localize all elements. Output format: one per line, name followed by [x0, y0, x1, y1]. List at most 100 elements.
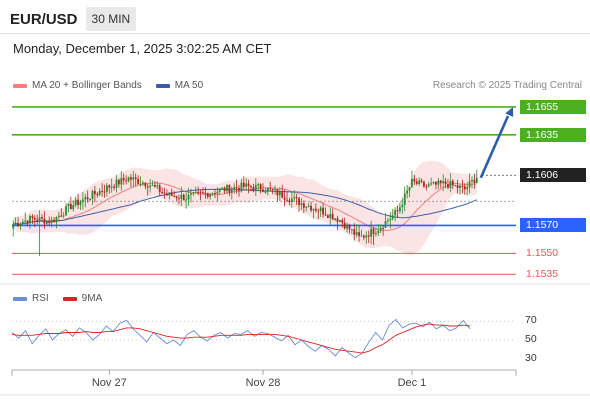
candle-body — [348, 224, 351, 230]
candle — [343, 217, 346, 230]
candle-body — [36, 219, 39, 221]
candle — [468, 173, 471, 194]
candle — [461, 179, 464, 194]
candle — [247, 179, 250, 194]
candle-body — [324, 214, 327, 216]
timeframe-badge[interactable]: 30 MIN — [85, 7, 137, 31]
candle — [197, 186, 200, 196]
candle — [411, 170, 413, 189]
candle-body — [281, 191, 284, 198]
candle-body — [343, 222, 346, 229]
candle — [168, 192, 171, 200]
candle-body — [21, 221, 24, 225]
candle-body — [403, 193, 406, 205]
candle — [281, 184, 284, 199]
candle — [166, 189, 168, 197]
candle — [286, 191, 288, 203]
candle — [334, 218, 336, 222]
legend-label-ma20: MA 20 + Bollinger Bands — [32, 80, 142, 91]
candle-body — [125, 180, 128, 182]
candle — [274, 185, 276, 195]
candle-body — [300, 203, 303, 206]
candle-body — [161, 192, 164, 194]
candle-body — [134, 177, 137, 179]
candle-body — [96, 194, 99, 196]
legend-item-ma20[interactable]: MA 20 + Bollinger Bands — [13, 80, 142, 91]
ma50-swatch — [155, 83, 170, 88]
candle — [459, 184, 461, 195]
candle — [141, 180, 144, 186]
candle — [161, 187, 164, 195]
candle-body — [60, 215, 63, 217]
candle-body — [14, 222, 17, 225]
candle — [21, 219, 24, 225]
candle-body — [269, 187, 272, 189]
candle — [355, 224, 358, 238]
candle — [170, 188, 173, 196]
candle — [209, 192, 212, 200]
candle-body — [459, 185, 461, 189]
candle — [475, 169, 478, 183]
candle — [202, 187, 204, 194]
candle — [38, 210, 41, 257]
candle — [218, 187, 221, 195]
candle — [346, 222, 349, 233]
candle-body — [202, 192, 204, 194]
candle-body — [55, 216, 58, 223]
candle-body — [19, 224, 22, 226]
candle — [326, 214, 329, 219]
candle — [14, 217, 17, 226]
candle — [125, 175, 128, 185]
candle-body — [156, 185, 159, 187]
candle — [401, 198, 404, 214]
candle — [312, 208, 315, 219]
candle-body — [41, 217, 43, 219]
candle — [252, 183, 255, 193]
candle-body — [264, 191, 267, 193]
candle — [74, 196, 77, 208]
candle-body — [274, 189, 276, 191]
candle-body — [384, 221, 387, 228]
legend-item-rsi[interactable]: RSI — [13, 293, 49, 304]
ma20-swatch — [13, 83, 27, 88]
candle-body — [271, 188, 274, 190]
candle-body — [221, 187, 224, 189]
candle — [129, 174, 132, 188]
candle-body — [408, 187, 411, 191]
candle-body — [226, 185, 228, 192]
candle-body — [149, 185, 152, 188]
candle-body — [137, 178, 140, 184]
candle-body — [199, 191, 202, 193]
candle — [12, 220, 15, 237]
candle — [473, 173, 476, 189]
legend-item-rsi-ma[interactable]: 9MA — [62, 293, 102, 304]
candle-body — [447, 184, 449, 188]
candle-body — [319, 207, 322, 211]
candle-body — [411, 178, 413, 188]
candle-body — [463, 186, 466, 190]
candle-body — [166, 193, 168, 196]
candle-body — [365, 235, 368, 238]
candle — [190, 188, 192, 203]
level-label-support: 1.1550 — [526, 247, 559, 260]
candle-body — [374, 233, 377, 235]
candle-body — [406, 190, 409, 194]
candle — [444, 177, 447, 189]
candle-body — [322, 207, 324, 215]
candle-body — [442, 181, 445, 184]
candle-body — [31, 216, 34, 218]
datetime-label: Monday, December 1, 2025 3:02:25 AM CET — [13, 41, 272, 56]
candle — [276, 188, 279, 202]
legend-item-ma50[interactable]: MA 50 — [155, 80, 203, 91]
level-label-current: 1.1606 — [520, 168, 586, 183]
candle — [314, 203, 317, 213]
candle-body — [209, 193, 212, 197]
candle-body — [173, 195, 176, 197]
candle — [199, 189, 202, 201]
forecast-arrow-head — [505, 106, 514, 117]
candle-body — [425, 186, 428, 188]
candle — [115, 175, 118, 193]
candle — [310, 201, 312, 213]
candle — [396, 205, 399, 219]
